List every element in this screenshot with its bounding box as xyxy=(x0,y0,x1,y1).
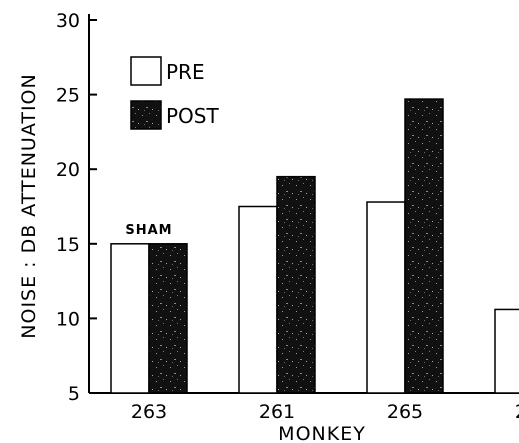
y-axis-label: NOISE : DB ATTENUATION xyxy=(18,73,40,338)
y-tick-label: 20 xyxy=(56,159,80,181)
bar-post-263 xyxy=(148,243,188,394)
x-tick-label-261: 261 xyxy=(259,401,295,423)
y-tick-label: 30 xyxy=(56,10,80,32)
x-axis-label: MONKEY xyxy=(278,423,366,443)
legend-item-pre: PRE xyxy=(130,56,205,86)
bar-post-261 xyxy=(276,175,316,394)
legend-item-post: POST xyxy=(130,100,219,130)
x-ticks: 263 261 265 264 xyxy=(131,401,519,423)
annotation-sham: SHAM xyxy=(125,223,172,238)
legend-swatch-post xyxy=(130,100,162,130)
bars xyxy=(110,98,519,394)
legend-label-post: POST xyxy=(166,104,219,128)
annotations: SHAM xyxy=(125,223,172,238)
x-tick-label-264: 264 xyxy=(515,401,519,423)
y-tick-label: 10 xyxy=(56,308,80,330)
bar-pre-265 xyxy=(366,201,406,394)
x-tick-label-265: 265 xyxy=(387,401,423,423)
legend: PRE POST xyxy=(130,56,219,130)
y-tick-label: 15 xyxy=(56,234,80,256)
legend-label-pre: PRE xyxy=(166,60,205,84)
y-tick-label: 5 xyxy=(68,383,80,405)
y-tick-label: 25 xyxy=(56,85,80,107)
y-ticks: 5 10 15 20 25 30 xyxy=(56,10,97,405)
bar-pre-261 xyxy=(238,205,278,394)
legend-swatch-pre xyxy=(130,56,162,86)
bar-pre-264 xyxy=(494,308,519,394)
bar-post-265 xyxy=(404,98,444,394)
bar-pre-263 xyxy=(110,243,150,394)
x-tick-label-263: 263 xyxy=(131,401,167,423)
